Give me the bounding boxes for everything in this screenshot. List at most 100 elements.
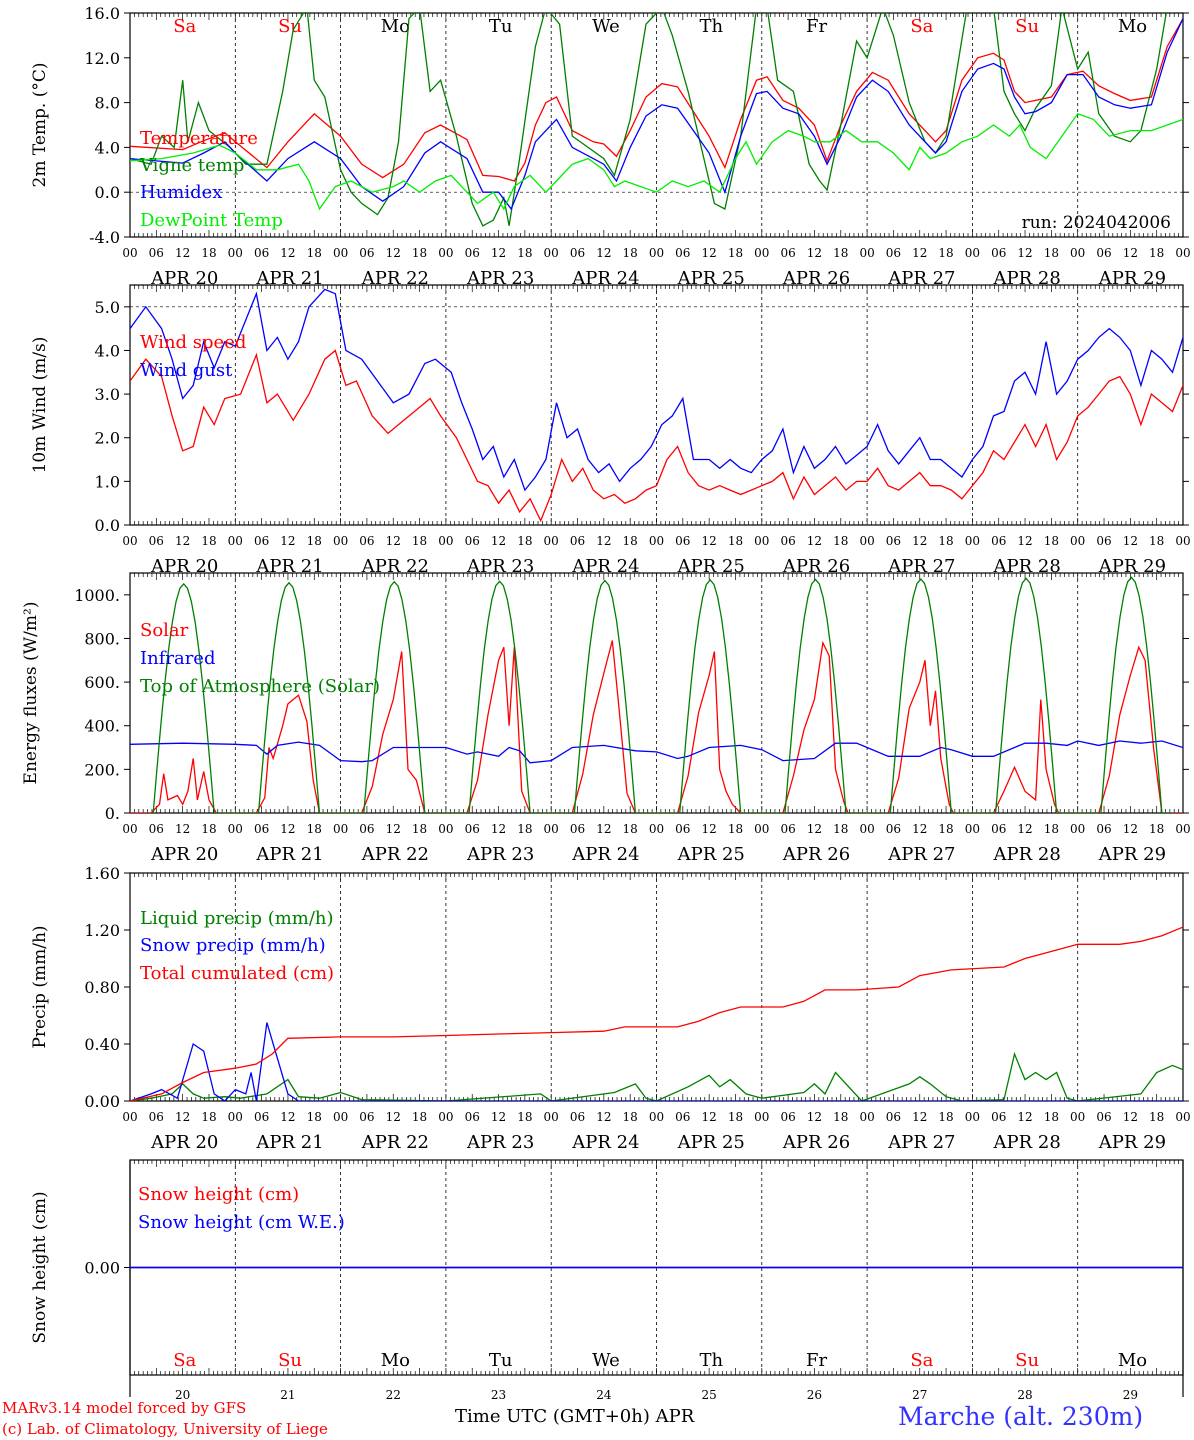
- hour-tick-label: 06: [675, 534, 690, 548]
- hour-tick-label: 06: [1096, 1110, 1111, 1124]
- date-label: APR 22: [361, 844, 429, 865]
- hour-tick-label: 06: [149, 1110, 164, 1124]
- series-group: [130, 13, 1183, 227]
- y-tick-label: 0.00: [84, 1092, 120, 1111]
- day-number-label: 22: [386, 1388, 401, 1402]
- hour-tick-label: 06: [780, 246, 795, 260]
- hour-tick-label: 18: [1149, 534, 1164, 548]
- hour-tick-label: 18: [517, 1110, 532, 1124]
- hour-tick-label: 00: [649, 246, 664, 260]
- day-number-label: 24: [596, 1388, 612, 1402]
- panel-4: 0.00 0.40 0.80 1.20 1.60 Precip (mm/h) 00 06 12 1…: [30, 864, 1191, 1153]
- hour-tick-label: 06: [570, 1110, 585, 1124]
- y-tick-label: 200.: [84, 760, 120, 779]
- hour-tick-label: 06: [254, 1110, 269, 1124]
- series-line-temperature: [130, 17, 1183, 182]
- hour-tick-label: 00: [333, 1110, 348, 1124]
- legend-entry: Top of Atmosphere (Solar): [140, 676, 380, 697]
- hour-tick-label: 12: [280, 246, 295, 260]
- day-number-label: 29: [1123, 1388, 1138, 1402]
- y-tick-label: 0.0: [95, 516, 120, 535]
- hour-tick-label: 00: [438, 1110, 453, 1124]
- date-label: APR 26: [782, 844, 850, 865]
- hour-tick-label: 12: [1017, 1110, 1032, 1124]
- y-tick-label: 0.0: [95, 183, 120, 202]
- hour-tick-label: 12: [1017, 822, 1032, 836]
- legend-entry: Temperature: [140, 128, 258, 149]
- hour-tick-label: 06: [886, 534, 901, 548]
- station-title: Marche (alt. 230m): [898, 1402, 1144, 1431]
- series-line-infrared: [130, 740, 1183, 764]
- hour-tick-label: 06: [570, 822, 585, 836]
- hour-tick-label: 12: [491, 1110, 506, 1124]
- hour-tick-label: 18: [833, 1110, 848, 1124]
- hour-tick-label: 06: [570, 246, 585, 260]
- weekday-label: Th: [699, 16, 723, 37]
- hour-tick-label: 00: [228, 246, 243, 260]
- y-tick-label: -4.0: [89, 228, 120, 247]
- y-tick-label: 4.0: [95, 341, 120, 360]
- date-label: APR 29: [1098, 1132, 1166, 1153]
- series-group: [130, 576, 1183, 813]
- hour-tick-label: 00: [1175, 822, 1190, 836]
- hour-tick-label: 06: [465, 822, 480, 836]
- date-label: APR 27: [887, 556, 955, 577]
- hour-tick-label: 00: [228, 534, 243, 548]
- day-number-label: 26: [807, 1388, 822, 1402]
- weekday-label: Sa: [173, 16, 196, 37]
- legend-entry: Infrared: [140, 648, 215, 669]
- hour-tick-label: 00: [649, 1110, 664, 1124]
- legend-entry: Wind gust: [140, 360, 233, 381]
- weekday-label: We: [592, 1350, 620, 1371]
- hour-tick-label: 12: [807, 246, 822, 260]
- hour-tick-label: 06: [465, 1110, 480, 1124]
- hour-tick-label: 00: [649, 822, 664, 836]
- day-number-label: 28: [1017, 1388, 1032, 1402]
- hour-tick-label: 00: [965, 1110, 980, 1124]
- hour-tick-label: 06: [886, 1110, 901, 1124]
- date-label: APR 23: [466, 1132, 534, 1153]
- hour-tick-label: 12: [386, 1110, 401, 1124]
- hour-tick-label: 06: [991, 534, 1006, 548]
- hour-tick-label: 18: [412, 246, 427, 260]
- series-line-wind-speed: [130, 349, 1183, 523]
- hour-tick-label: 12: [807, 1110, 822, 1124]
- hour-tick-label: 18: [307, 822, 322, 836]
- hour-tick-label: 00: [1175, 534, 1190, 548]
- weekday-label: Su: [1015, 16, 1039, 37]
- hour-tick-label: 12: [596, 1110, 611, 1124]
- hour-tick-label: 12: [491, 246, 506, 260]
- hour-tick-label: 18: [201, 822, 216, 836]
- hour-tick-label: 12: [1123, 534, 1138, 548]
- weekday-label: Sa: [910, 1350, 933, 1371]
- date-label: APR 23: [466, 556, 534, 577]
- hour-tick-label: 18: [623, 246, 638, 260]
- weekday-label: Su: [278, 1350, 302, 1371]
- series-group: [130, 926, 1183, 1101]
- legend-entry: Solar: [140, 620, 189, 641]
- hour-tick-label: 06: [1096, 534, 1111, 548]
- hour-tick-label: 12: [912, 534, 927, 548]
- date-label: APR 20: [150, 268, 218, 289]
- date-label: APR 21: [255, 556, 323, 577]
- hour-tick-label: 12: [1017, 246, 1032, 260]
- day-number-label: 20: [175, 1388, 190, 1402]
- hour-tick-label: 18: [517, 822, 532, 836]
- run-label: run: 2024042006: [1022, 213, 1171, 233]
- legend-entry: DewPoint Temp: [140, 210, 283, 231]
- hour-tick-label: 12: [596, 822, 611, 836]
- date-label: APR 25: [677, 844, 745, 865]
- hour-tick-label: 06: [254, 534, 269, 548]
- hour-tick-label: 18: [1044, 1110, 1059, 1124]
- hour-tick-label: 00: [122, 822, 137, 836]
- footer-copyright: (c) Lab. of Climatology, University of L…: [2, 1420, 328, 1438]
- hour-tick-label: 12: [912, 1110, 927, 1124]
- date-label: APR 26: [782, 556, 850, 577]
- hour-tick-label: 18: [833, 822, 848, 836]
- legend-entry: Snow precip (mm/h): [140, 935, 326, 956]
- hour-tick-label: 06: [675, 1110, 690, 1124]
- hour-tick-label: 12: [491, 822, 506, 836]
- hour-tick-label: 18: [938, 534, 953, 548]
- hour-tick-label: 00: [438, 534, 453, 548]
- hour-tick-label: 12: [702, 534, 717, 548]
